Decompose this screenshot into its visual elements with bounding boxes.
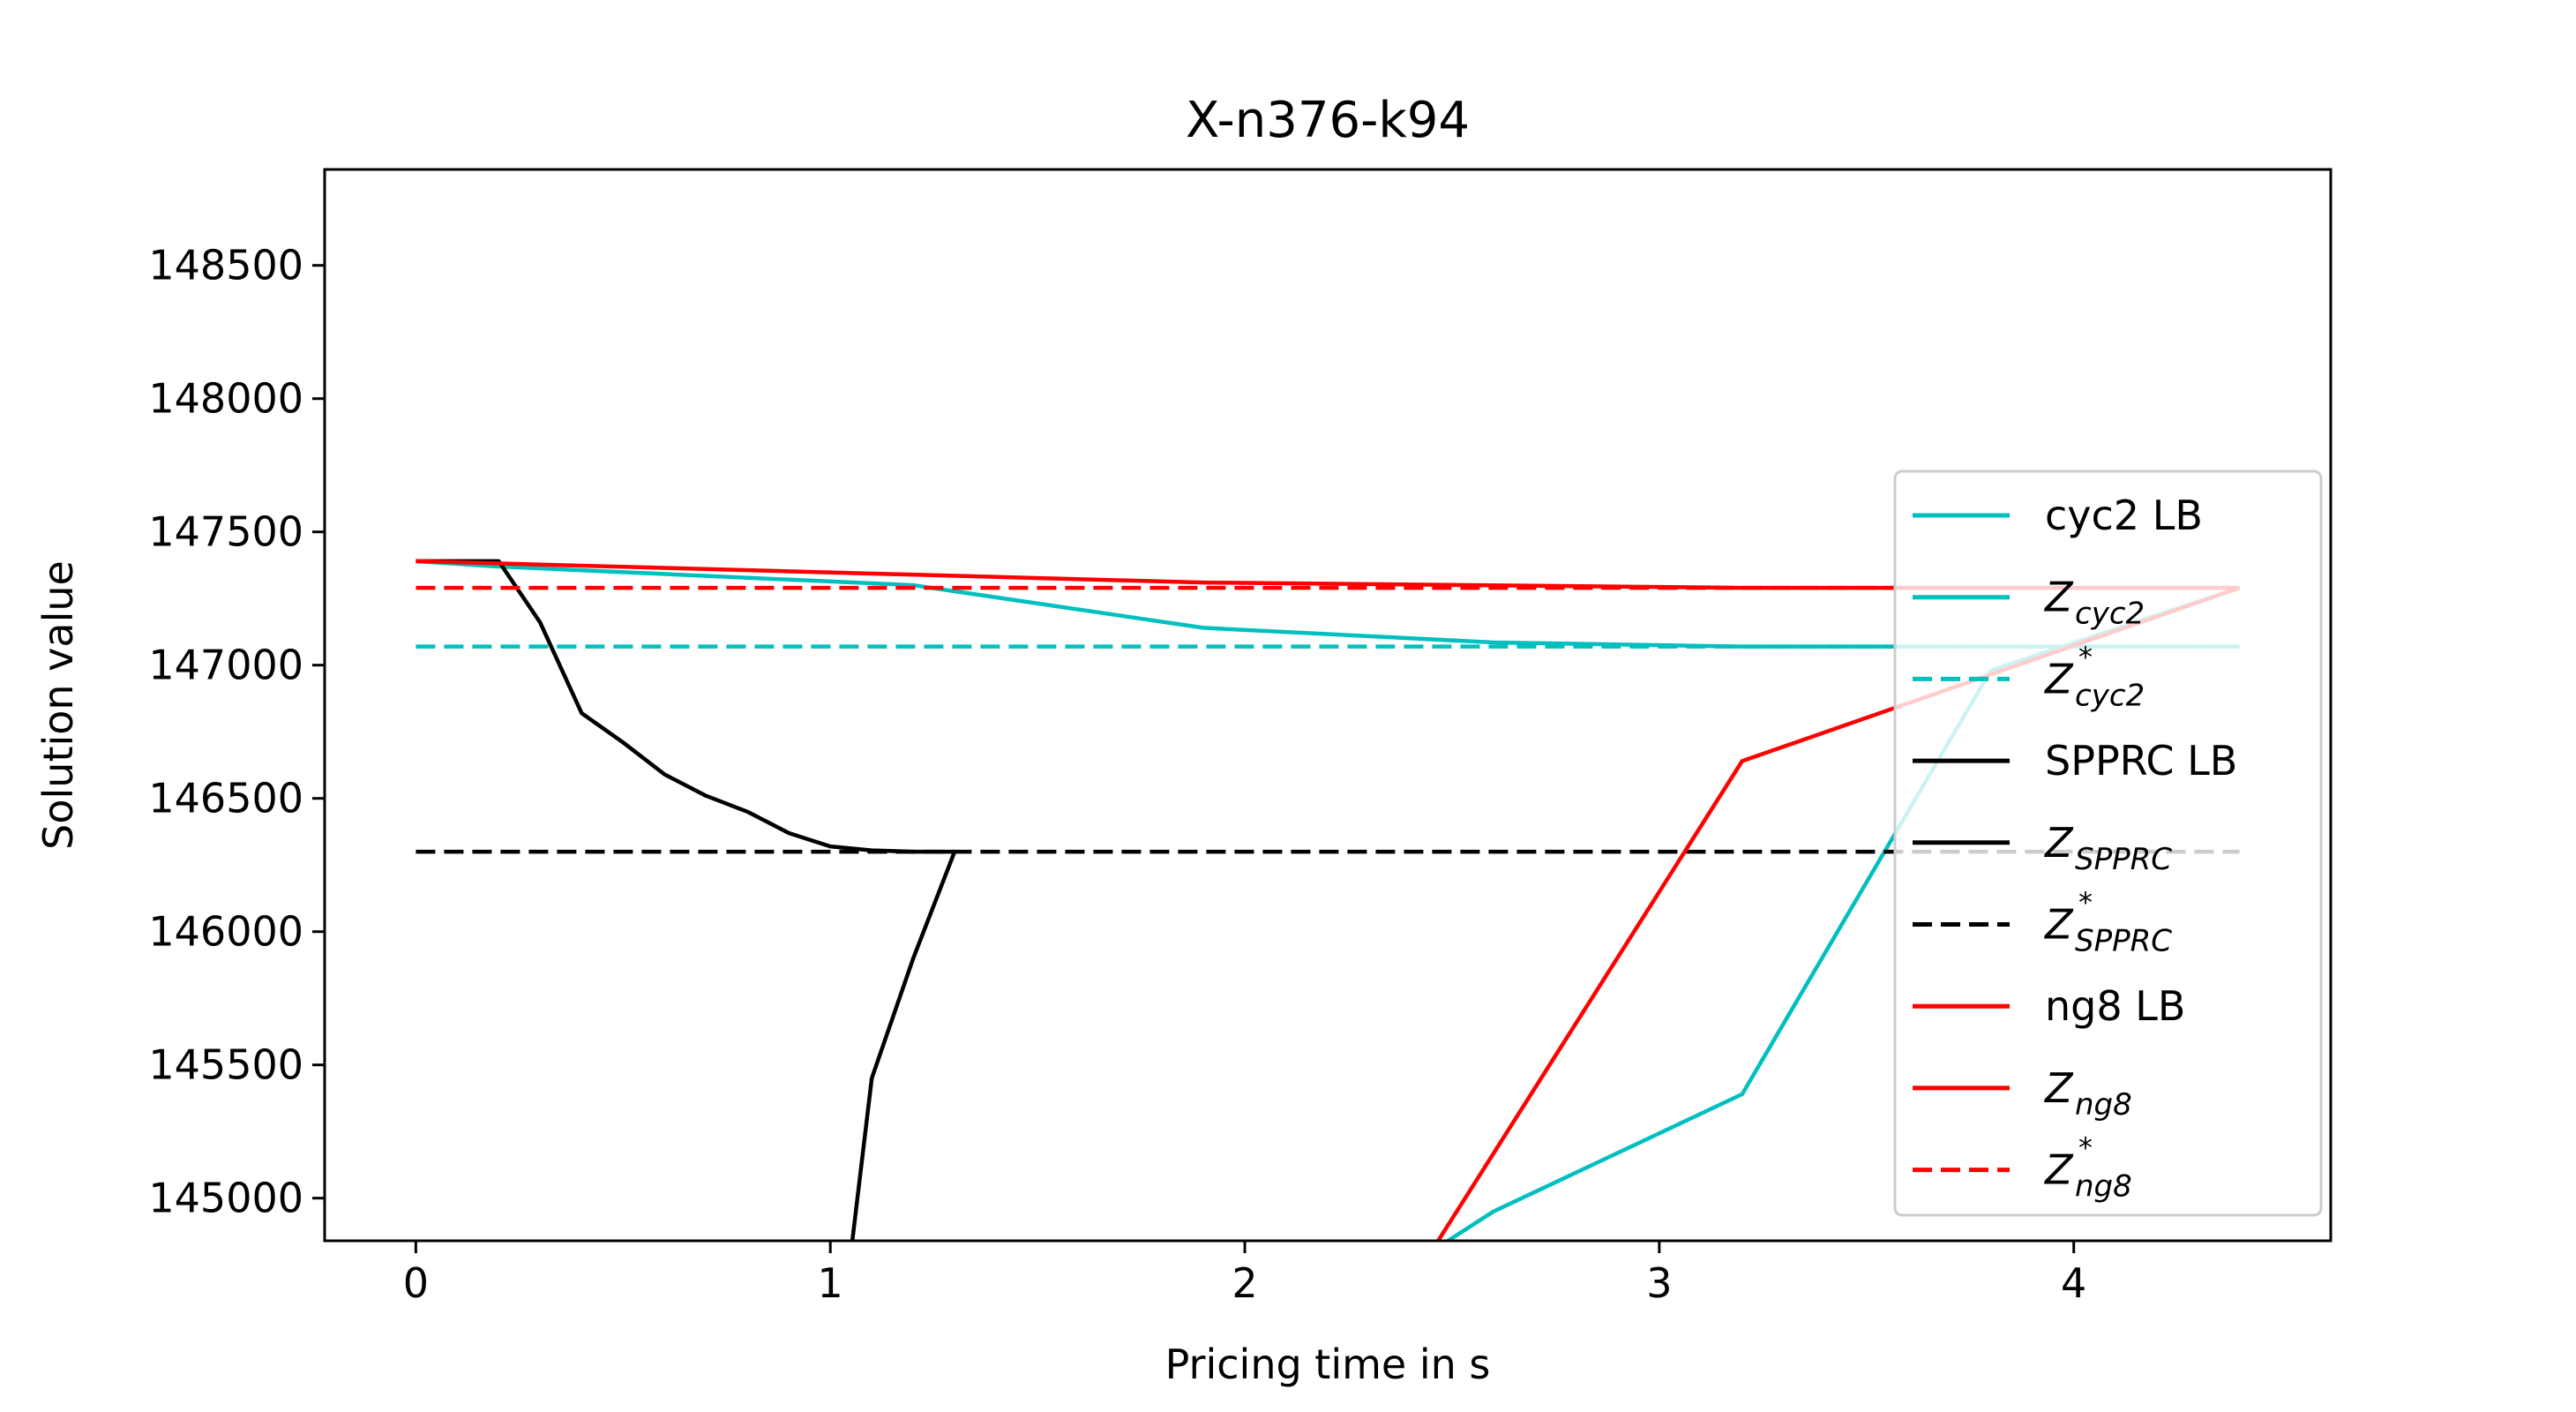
legend-label-9: Z: [2043, 1146, 2074, 1194]
legend-box: [1893, 469, 2323, 1217]
y-tick-label: 146000: [148, 908, 303, 956]
legend-label-2: Z: [2043, 574, 2074, 621]
legend-subscript: ng8: [2075, 1169, 2132, 1205]
x-axis: 0 1 2 3 4: [403, 1241, 2086, 1307]
x-tick-label: 4: [2061, 1259, 2086, 1307]
x-tick-label: 1: [818, 1259, 843, 1307]
plot-frame: [323, 168, 2333, 1243]
y-tick-label: 146500: [148, 775, 303, 822]
legend-label-5: Z: [2043, 819, 2074, 867]
legend-superscript: *: [2078, 1131, 2093, 1165]
chart-title: X-n376-k94: [1186, 92, 1470, 149]
x-tick-label: 2: [1232, 1259, 1257, 1307]
legend-superscript: *: [2078, 640, 2093, 673]
y-tick-label: 145000: [148, 1175, 303, 1222]
y-tick-label: 148500: [148, 242, 303, 289]
legend-subscript: cyc2: [2075, 597, 2145, 632]
legend-subscript: SPPRC: [2075, 842, 2172, 877]
x-tick-label: 0: [403, 1259, 429, 1307]
legend-label-8: Z: [2043, 1064, 2074, 1112]
series-line-5: [416, 559, 955, 854]
y-tick-label: 147500: [148, 508, 303, 556]
legend-subscript: SPPRC: [2075, 924, 2172, 959]
legend-label-7: ng8 LB: [2045, 982, 2185, 1030]
y-axis-label: Solution value: [34, 560, 82, 850]
y-tick-label: 148000: [148, 375, 303, 423]
legend-subscript: ng8: [2075, 1087, 2132, 1123]
y-axis: 145000 145500 146000 146500 147000 147500 1480…: [148, 242, 325, 1222]
legend-label-4: SPPRC LB: [2045, 737, 2237, 785]
legend-label-3: Z: [2043, 655, 2074, 702]
x-tick-label: 3: [1646, 1259, 1672, 1307]
y-tick-label: 145500: [148, 1041, 303, 1089]
y-tick-label: 147000: [148, 642, 303, 689]
legend-label-6: Z: [2043, 901, 2074, 949]
series-line-4: [850, 851, 957, 1241]
x-axis-label: Pricing time in s: [1165, 1341, 1491, 1388]
legend-superscript: *: [2078, 886, 2093, 920]
legend-subscript: cyc2: [2075, 678, 2145, 713]
legend-label-1: cyc2 LB: [2045, 492, 2203, 539]
